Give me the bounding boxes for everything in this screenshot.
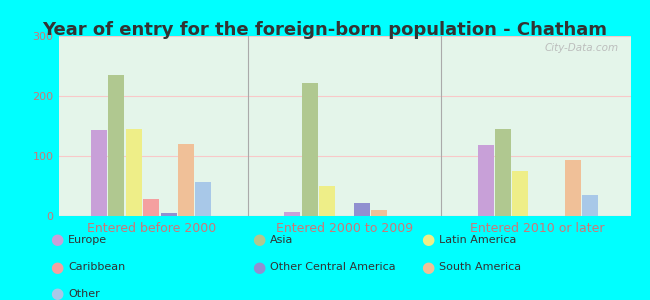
- Bar: [478, 145, 493, 216]
- Bar: [371, 210, 387, 216]
- Bar: [161, 213, 177, 216]
- Bar: [582, 195, 598, 216]
- Bar: [302, 83, 318, 216]
- Text: ●: ●: [252, 232, 265, 247]
- Bar: [512, 171, 528, 216]
- Text: Other Central America: Other Central America: [270, 262, 395, 272]
- Bar: [284, 212, 300, 216]
- Text: Other: Other: [68, 289, 100, 299]
- Bar: [354, 203, 370, 216]
- Text: Asia: Asia: [270, 235, 293, 245]
- Text: ●: ●: [51, 260, 64, 274]
- Text: ●: ●: [421, 232, 434, 247]
- Text: ●: ●: [51, 232, 64, 247]
- Text: Europe: Europe: [68, 235, 107, 245]
- Text: South America: South America: [439, 262, 521, 272]
- Text: City-Data.com: City-Data.com: [545, 43, 619, 53]
- Text: Latin America: Latin America: [439, 235, 516, 245]
- Bar: [91, 130, 107, 216]
- Text: Caribbean: Caribbean: [68, 262, 125, 272]
- Bar: [143, 199, 159, 216]
- Text: ●: ●: [421, 260, 434, 274]
- Text: ●: ●: [51, 286, 64, 300]
- Bar: [126, 129, 142, 216]
- Bar: [319, 186, 335, 216]
- Text: Year of entry for the foreign-born population - Chatham: Year of entry for the foreign-born popul…: [42, 21, 608, 39]
- Text: ●: ●: [252, 260, 265, 274]
- Bar: [196, 182, 211, 216]
- Bar: [178, 144, 194, 216]
- Bar: [565, 160, 580, 216]
- Bar: [109, 75, 124, 216]
- Bar: [495, 129, 511, 216]
